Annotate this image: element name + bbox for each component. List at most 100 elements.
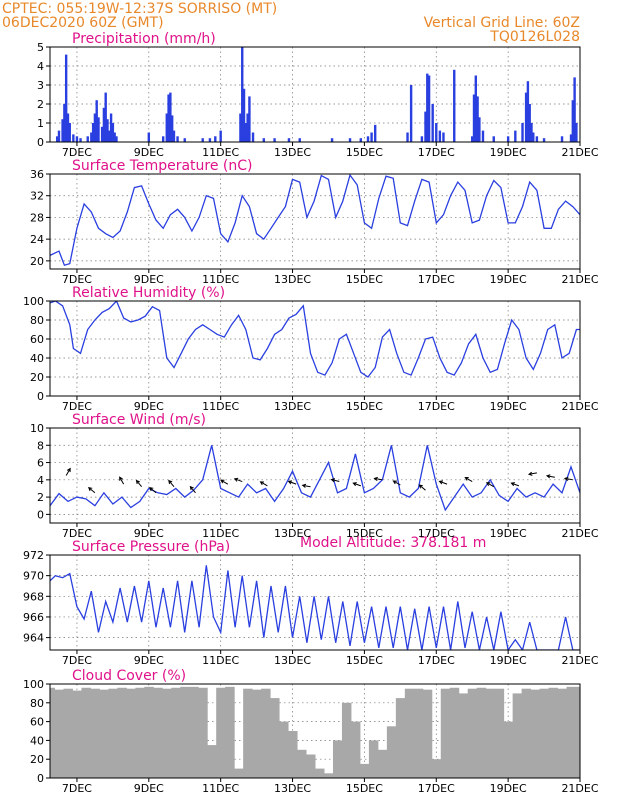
cloud-bar bbox=[252, 689, 262, 778]
precip-bar bbox=[239, 113, 242, 142]
y-tick-label: 10 bbox=[30, 422, 44, 435]
precip-bar bbox=[246, 113, 249, 142]
x-tick-label: 17DEC bbox=[418, 146, 455, 159]
precip-bar bbox=[201, 138, 204, 142]
cloud-bar bbox=[521, 688, 532, 778]
header-model: TQ0126L028 bbox=[489, 29, 580, 45]
x-tick-label: 9DEC bbox=[134, 654, 164, 667]
y-tick-label: 0 bbox=[37, 508, 44, 521]
precip-bar bbox=[72, 134, 75, 142]
series-group bbox=[50, 174, 580, 266]
cloud-bar bbox=[135, 687, 145, 778]
cloud-bar bbox=[467, 688, 478, 778]
wind-arrow bbox=[233, 477, 243, 483]
y-tick-label: 966 bbox=[23, 611, 44, 624]
plot-frame bbox=[49, 427, 581, 524]
cloud-bar bbox=[189, 686, 199, 778]
precip-bar bbox=[57, 130, 61, 142]
precip-bar bbox=[147, 132, 151, 142]
cloud-bar bbox=[50, 687, 55, 778]
precip-bar bbox=[542, 138, 546, 142]
y-tick-label: 970 bbox=[23, 570, 44, 583]
cloud-bar bbox=[413, 688, 424, 778]
cloud-bar bbox=[566, 686, 577, 778]
x-tick-label: 11DEC bbox=[202, 654, 239, 667]
wind-arrow bbox=[149, 486, 157, 494]
y-tick-label: 28 bbox=[30, 211, 44, 224]
precip-bar bbox=[169, 92, 172, 142]
panel-precip: Precipitation (mm/h) 0 1 2 3 4 5 7DEC 9DEC 11DEC 1… bbox=[37, 31, 599, 159]
wind-arrow bbox=[392, 480, 401, 486]
x-tick-label: 11DEC bbox=[202, 782, 239, 795]
y-tick-label: 964 bbox=[23, 632, 44, 645]
cloud-bar bbox=[234, 768, 244, 778]
wind-arrow bbox=[135, 479, 143, 488]
precip-bar bbox=[219, 130, 222, 142]
panel-temp: Surface Temperature (nC) 20 24 28 32 36 7DEC 9D… bbox=[30, 158, 599, 286]
cloud-bar bbox=[557, 688, 568, 778]
gridlines bbox=[50, 428, 580, 523]
cloud-bar bbox=[530, 689, 541, 778]
wind-arrow bbox=[87, 486, 96, 494]
cloud-bar bbox=[377, 749, 388, 778]
cloud-bar bbox=[225, 686, 235, 778]
x-tick-label: 19DEC bbox=[490, 146, 527, 159]
precip-bar bbox=[61, 119, 64, 142]
x-tick-label: 7DEC bbox=[62, 782, 92, 795]
x-tick-label: 7DEC bbox=[62, 527, 92, 540]
cloud-bar bbox=[476, 687, 487, 778]
precip-bar bbox=[471, 136, 474, 142]
precip-bar bbox=[93, 113, 97, 142]
precip-bar bbox=[330, 138, 334, 142]
x-tick-label: 17DEC bbox=[418, 273, 455, 286]
cloud-bar bbox=[440, 688, 451, 778]
precip-bar bbox=[530, 123, 533, 142]
wind-arrow bbox=[65, 467, 71, 476]
x-tick-label: 13DEC bbox=[274, 400, 311, 413]
y-tick-label: 972 bbox=[23, 549, 44, 562]
y-tick-label: 968 bbox=[23, 590, 44, 603]
y-tick-label: 100 bbox=[23, 678, 44, 691]
y-tick-label: 20 bbox=[30, 255, 44, 268]
wind-arrow bbox=[259, 481, 268, 487]
cloud-bar bbox=[153, 687, 163, 778]
x-tick-label: 11DEC bbox=[202, 273, 239, 286]
wind-arrow bbox=[510, 482, 520, 487]
y-tick-label: 4 bbox=[37, 474, 44, 487]
y-tick-label: 32 bbox=[30, 190, 44, 203]
precip-bar bbox=[63, 104, 66, 142]
precip-bar bbox=[453, 69, 456, 142]
y-tick-label: 5 bbox=[37, 41, 44, 54]
precip-bar bbox=[521, 123, 524, 142]
precip-bar bbox=[102, 107, 106, 142]
panel-title: Surface Pressure (hPa) bbox=[72, 539, 230, 555]
wind-arrow bbox=[464, 477, 473, 482]
wind-arrow bbox=[220, 479, 229, 485]
x-tick-label: 15DEC bbox=[346, 400, 383, 413]
precip-bar bbox=[481, 130, 485, 142]
precip-bar bbox=[244, 123, 248, 142]
precip-bar bbox=[420, 136, 424, 142]
x-tick-label: 7DEC bbox=[62, 146, 92, 159]
x-tick-label: 15DEC bbox=[346, 273, 383, 286]
cloud-bar bbox=[548, 687, 559, 778]
cloud-bar bbox=[279, 721, 289, 778]
precip-bar bbox=[409, 85, 413, 142]
x-tick-label: 9DEC bbox=[134, 146, 164, 159]
cloud-bar bbox=[63, 688, 73, 778]
precip-bar bbox=[298, 138, 301, 142]
cloud-bar bbox=[216, 687, 226, 778]
cloud-bar bbox=[54, 689, 64, 778]
y-tick-label: 0 bbox=[37, 136, 44, 149]
gridlines bbox=[50, 301, 580, 396]
precip-bar bbox=[492, 136, 495, 142]
precip-bar bbox=[66, 113, 70, 142]
wind-arrow bbox=[168, 479, 175, 488]
wind-arrow bbox=[563, 476, 573, 482]
precip-bar bbox=[427, 75, 431, 142]
precip-bar bbox=[348, 138, 352, 142]
x-tick-label: 7DEC bbox=[62, 400, 92, 413]
x-tick-label: 9DEC bbox=[134, 273, 164, 286]
precip-bar bbox=[287, 138, 291, 142]
